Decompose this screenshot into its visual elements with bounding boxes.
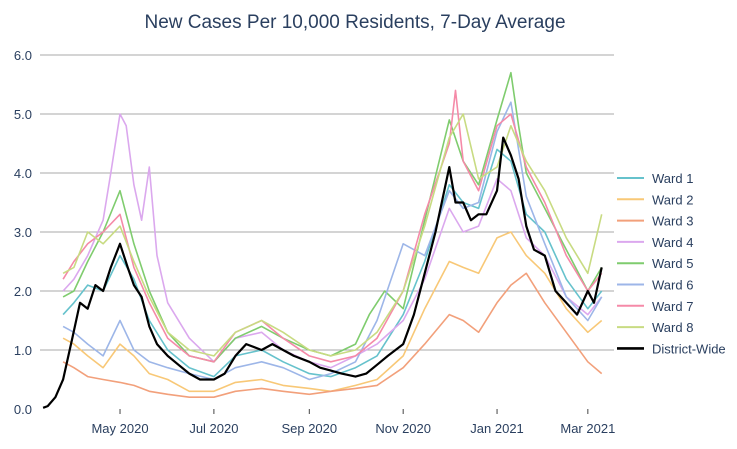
series-line-ward-5 xyxy=(62,71,603,363)
legend-label: District-Wide xyxy=(652,341,726,356)
x-tick-label: Mar 2021 xyxy=(560,421,615,436)
legend-label: Ward 6 xyxy=(652,278,693,293)
y-tick-label: 1.0 xyxy=(14,343,32,358)
legend-item-ward-3[interactable]: Ward 3 xyxy=(617,214,693,229)
y-tick-label: 4.0 xyxy=(14,166,32,181)
chart-title: New Cases Per 10,000 Residents, 7-Day Av… xyxy=(144,12,565,33)
legend-item-ward-8[interactable]: Ward 8 xyxy=(617,320,693,335)
series-line-ward-3 xyxy=(62,272,603,399)
x-tick-label: May 2020 xyxy=(91,421,148,436)
series-line-ward-8 xyxy=(62,113,603,357)
legend-item-ward-2[interactable]: Ward 2 xyxy=(617,192,693,207)
y-tick-label: 3.0 xyxy=(14,225,32,240)
x-tick-label: Jul 2020 xyxy=(189,421,238,436)
x-axis: May 2020 Jul 2020 Sep 2020 Nov 2020 Jan 2021… xyxy=(91,409,615,436)
series-line-ward-4 xyxy=(62,113,603,369)
x-tick-label: Nov 2020 xyxy=(375,421,431,436)
y-axis: 0.0 1.0 2.0 3.0 4.0 5.0 6.0 xyxy=(14,48,32,417)
legend-item-ward-5[interactable]: Ward 5 xyxy=(617,256,693,271)
legend-label: Ward 4 xyxy=(652,235,693,250)
y-tick-label: 2.0 xyxy=(14,284,32,299)
legend-label: Ward 1 xyxy=(652,171,693,186)
legend-item-ward-7[interactable]: Ward 7 xyxy=(617,299,693,314)
y-tick-label: 5.0 xyxy=(14,107,32,122)
series-line-ward-7 xyxy=(62,89,603,363)
legend[interactable]: Ward 1 Ward 2 Ward 3 Ward 4 Ward 5 Ward 6 Ward… xyxy=(617,171,726,356)
legend-item-ward-1[interactable]: Ward 1 xyxy=(617,171,693,186)
legend-item-district-wide[interactable]: District-Wide xyxy=(617,341,726,356)
y-tick-label: 0.0 xyxy=(14,402,32,417)
gridlines xyxy=(40,54,614,351)
legend-label: Ward 3 xyxy=(652,214,693,229)
x-tick-label: Jan 2021 xyxy=(470,421,524,436)
series-line-ward-1 xyxy=(62,148,603,378)
legend-item-ward-6[interactable]: Ward 6 xyxy=(617,278,693,293)
series-lines xyxy=(42,71,603,409)
series-line-district-wide xyxy=(42,136,603,409)
legend-label: Ward 7 xyxy=(652,299,693,314)
legend-label: Ward 8 xyxy=(652,320,693,335)
legend-label: Ward 2 xyxy=(652,192,693,207)
y-tick-label: 6.0 xyxy=(14,48,32,63)
legend-item-ward-4[interactable]: Ward 4 xyxy=(617,235,693,250)
legend-label: Ward 5 xyxy=(652,256,693,271)
x-tick-label: Sep 2020 xyxy=(281,421,337,436)
